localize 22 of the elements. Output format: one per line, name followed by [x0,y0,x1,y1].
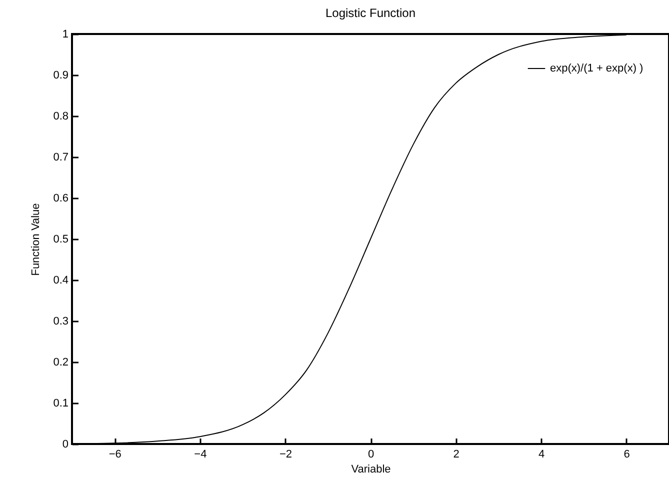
x-tick-label: −2 [279,448,292,460]
y-axis-title: Function Value [30,203,42,276]
y-tick-label: 1 [62,28,68,40]
y-tick-label: 0.3 [53,316,68,328]
chart-title: Logistic Function [325,6,416,20]
y-tick-label: 0.8 [53,110,68,122]
legend-label: exp(x)/(1 + exp(x) ) [550,62,644,74]
y-tick-label: 0.1 [53,398,68,410]
y-tick-label: 0.9 [53,70,68,82]
y-tick-label: 0.4 [53,274,68,286]
x-tick-label: 2 [453,448,460,460]
x-tick-label: −6 [108,448,122,460]
x-tick-label: 6 [624,448,630,460]
y-tick-label: 0.7 [53,152,68,164]
x-tick-label: 0 [368,448,374,460]
x-tick-label: 4 [538,448,545,460]
y-tick-label: 0.2 [53,356,68,368]
y-tick-label: 0.5 [53,234,68,246]
x-axis-title: Variable [351,464,391,476]
y-tick-label: 0.6 [53,192,68,204]
x-tick-label: −4 [194,448,207,460]
y-tick-label: 0 [62,438,68,450]
